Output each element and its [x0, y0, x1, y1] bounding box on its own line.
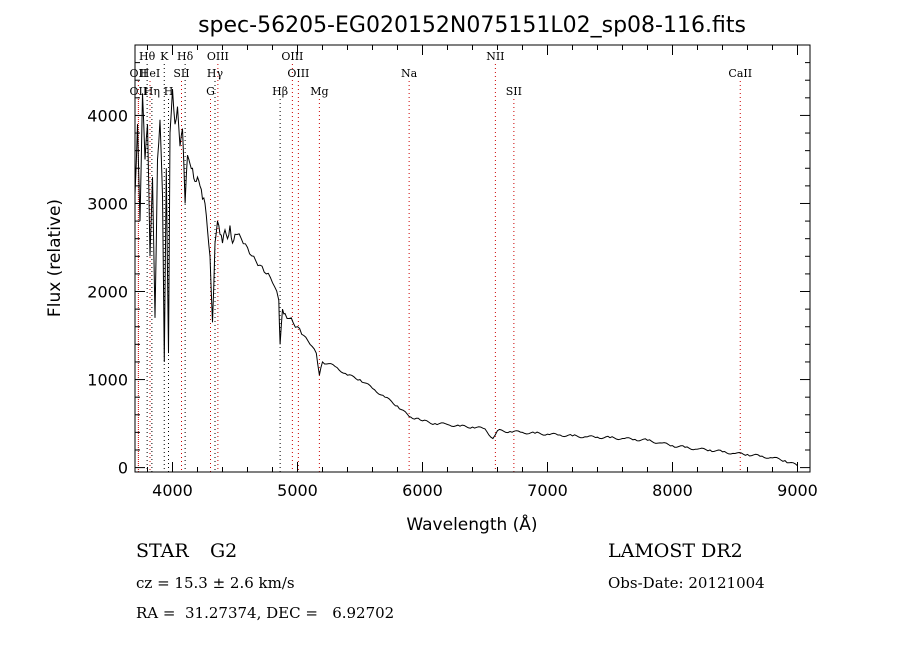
line-label-0: Hθ — [139, 50, 156, 63]
ra-dec-coordinates: RA = 31.27374, DEC = 6.92702 — [136, 604, 395, 622]
object-subclass: G2 — [210, 540, 238, 562]
plot-frame — [134, 44, 811, 473]
line-label-7: HeI — [140, 67, 160, 80]
y-tick-label: 2000 — [87, 283, 128, 302]
line-label-14: Hη — [144, 85, 160, 98]
line-label-4: OIII — [281, 50, 303, 63]
y-tick-label: 3000 — [87, 194, 128, 213]
line-label-1: K — [160, 50, 169, 63]
spectrum-line — [134, 88, 798, 467]
y-tick-label: 1000 — [87, 371, 128, 390]
line-label-12: CaII — [728, 67, 752, 80]
axis-tick-labels: 4000 5000 6000 7000 8000 9000 0 1000 2000 3000 400… — [87, 106, 818, 500]
line-label-17: Hβ — [272, 85, 288, 98]
redshift-velocity: cz = 15.3 ± 2.6 km/s — [136, 574, 295, 592]
line-label-9: Hγ — [207, 67, 224, 80]
y-tick-label: 0 — [118, 459, 128, 478]
x-tick-label: 5000 — [277, 481, 318, 500]
x-axis-label: Wavelength (Å) — [406, 513, 537, 535]
x-tick-label: 9000 — [777, 481, 818, 500]
line-label-10: OIII — [287, 67, 309, 80]
x-tick-label: 8000 — [652, 481, 693, 500]
line-label-2: Hδ — [177, 50, 194, 63]
line-label-3: OIII — [207, 50, 229, 63]
x-tick-label: 7000 — [527, 481, 568, 500]
line-label-16: G — [206, 85, 215, 98]
axis-ticks — [135, 45, 810, 472]
y-axis-label: Flux (relative) — [45, 199, 65, 317]
line-label-8: SII — [173, 67, 189, 80]
survey-name: LAMOST DR2 — [608, 540, 743, 562]
line-label-18: Mg — [310, 85, 328, 98]
line-label-5: NII — [486, 50, 504, 63]
line-label-19: SII — [506, 85, 522, 98]
x-tick-label: 6000 — [402, 481, 443, 500]
spectral-line-markers — [137, 64, 741, 472]
observation-date: Obs-Date: 20121004 — [608, 574, 765, 592]
line-label-6: OII — [130, 67, 148, 80]
x-tick-label: 4000 — [152, 481, 193, 500]
object-class: STAR — [136, 540, 189, 562]
chart-title: spec-56205-EG020152N075151L02_sp08-116.f… — [198, 13, 746, 38]
y-tick-label: 4000 — [87, 106, 128, 125]
line-label-11: Na — [401, 67, 418, 80]
line-label-15: H — [164, 85, 174, 98]
